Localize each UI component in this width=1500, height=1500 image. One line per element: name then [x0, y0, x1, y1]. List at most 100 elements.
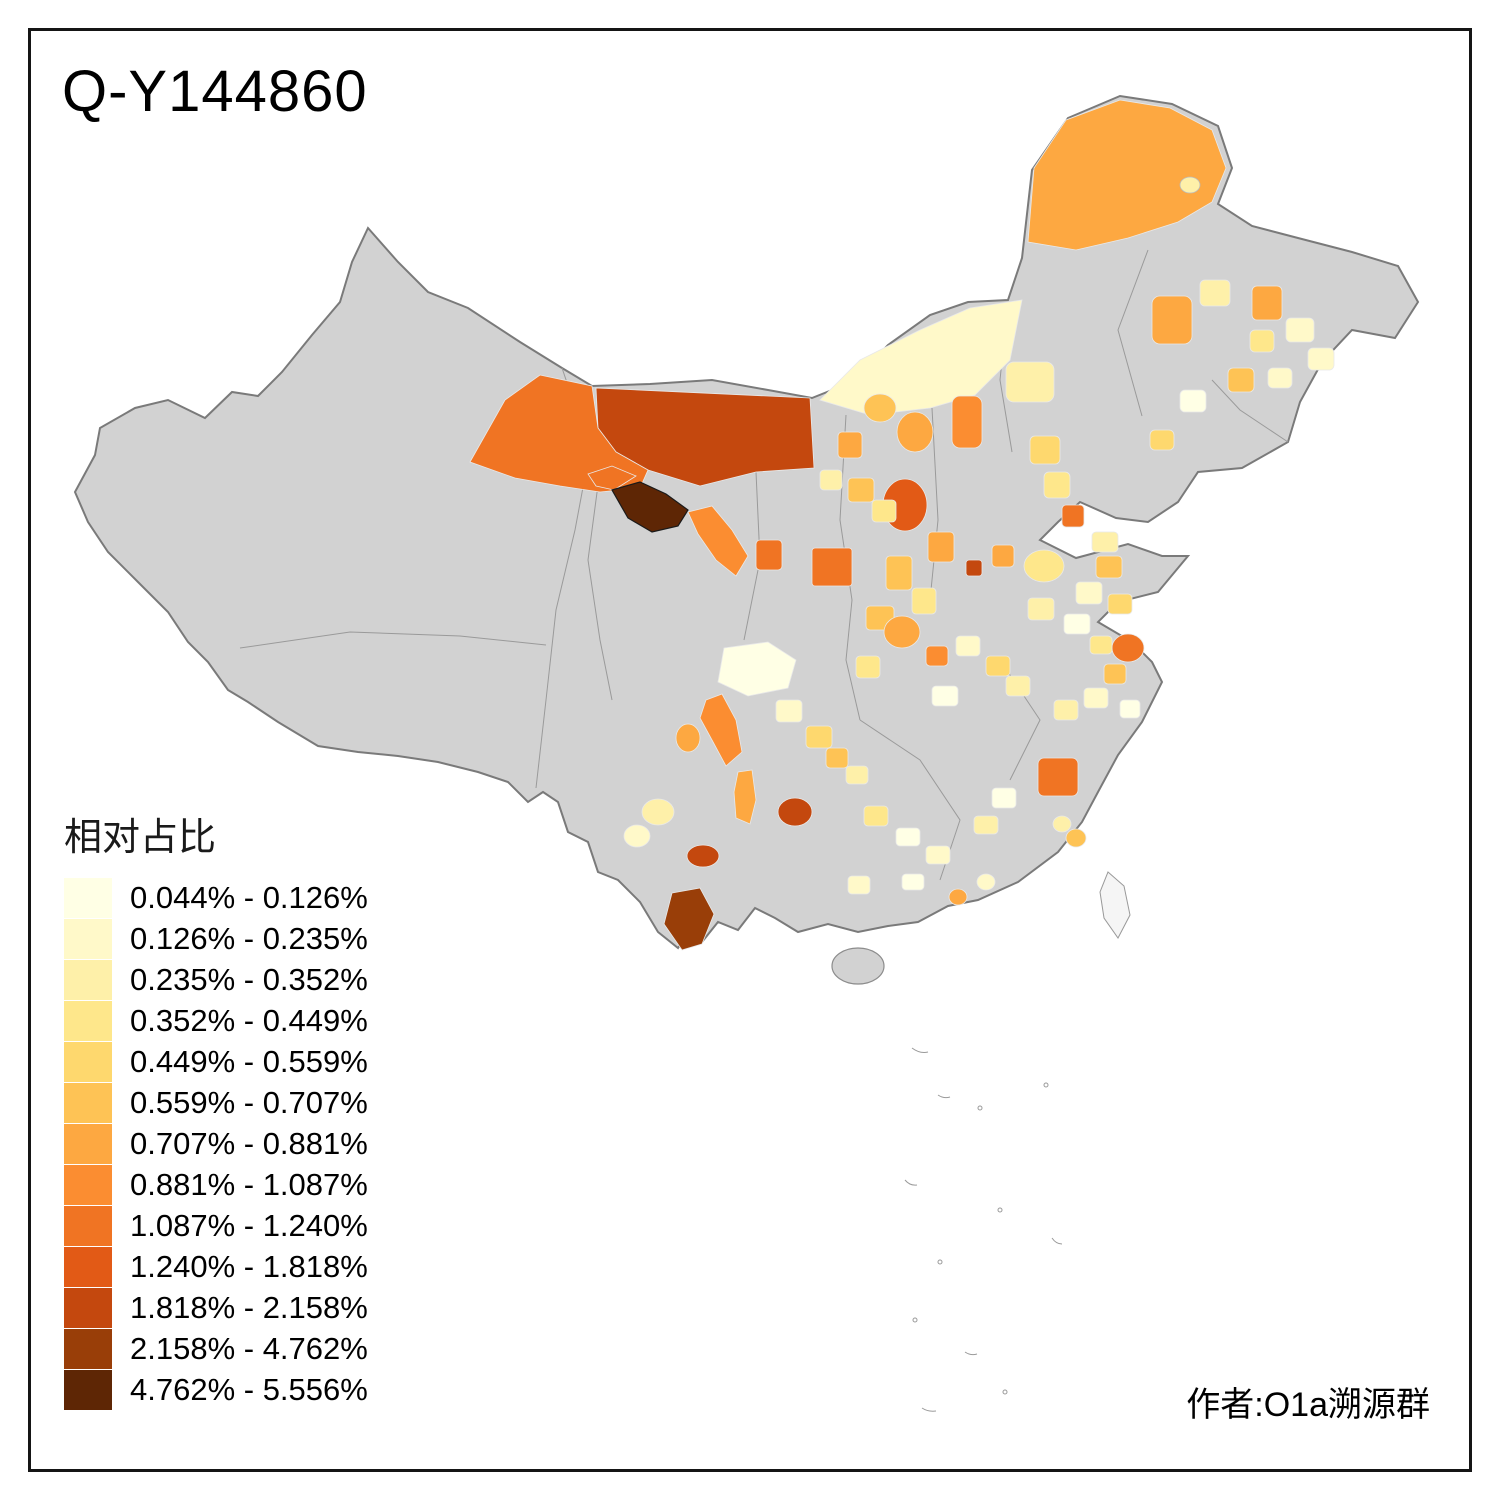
map-region: [1285, 317, 1315, 343]
map-region: [675, 723, 701, 753]
legend: 相对占比 0.044% - 0.126% 0.126% - 0.235% 0.2…: [64, 806, 424, 1410]
legend-item: 0.044% - 0.126%: [64, 877, 424, 918]
map-region: [896, 411, 934, 453]
map-region: [895, 827, 921, 847]
legend-item: 0.881% - 1.087%: [64, 1164, 424, 1205]
map-region: [845, 765, 869, 785]
map-region: [1091, 531, 1119, 553]
map-region: [1151, 295, 1193, 345]
map-region: [855, 655, 881, 679]
map-region: [1107, 593, 1133, 615]
map-region: [1037, 757, 1079, 797]
map-region: [1043, 471, 1071, 499]
map-region: [863, 393, 897, 423]
legend-swatch: [64, 1205, 112, 1246]
map-region: [991, 787, 1017, 809]
map-region: [901, 873, 925, 891]
map-region: [805, 725, 833, 749]
map-region: [469, 374, 649, 493]
legend-label: 1.240% - 1.818%: [130, 1248, 368, 1284]
legend-item: 1.818% - 2.158%: [64, 1287, 424, 1328]
map-region: [686, 844, 720, 868]
map-region: [1119, 699, 1141, 719]
map-region: [1027, 99, 1227, 251]
map-region: [699, 693, 743, 767]
legend-swatch: [64, 1000, 112, 1041]
hainan-island: [831, 947, 885, 985]
map-region: [925, 845, 951, 865]
map-region: [1307, 347, 1335, 371]
map-region: [885, 555, 913, 591]
map-region: [837, 431, 863, 459]
map-region: [847, 477, 875, 503]
map-region: [1227, 367, 1255, 393]
legend-label: 0.881% - 1.087%: [130, 1166, 368, 1202]
map-region: [811, 547, 853, 587]
map-region: [1061, 504, 1085, 528]
map-region: [733, 769, 757, 825]
legend-label: 0.449% - 0.559%: [130, 1043, 368, 1079]
legend-item: 0.235% - 0.352%: [64, 959, 424, 1000]
map-region: [871, 499, 897, 523]
map-region: [687, 505, 749, 577]
legend-item: 4.762% - 5.556%: [64, 1369, 424, 1410]
legend-item: 2.158% - 4.762%: [64, 1328, 424, 1369]
legend-label: 0.352% - 0.449%: [130, 1002, 368, 1038]
map-region: [623, 824, 651, 848]
map-region: [1029, 435, 1061, 465]
map-region: [663, 887, 715, 951]
map-region: [1075, 581, 1103, 605]
legend-label: 0.126% - 0.235%: [130, 920, 368, 956]
legend-label: 2.158% - 4.762%: [130, 1330, 368, 1366]
map-region: [965, 559, 983, 577]
legend-item: 1.087% - 1.240%: [64, 1205, 424, 1246]
legend-swatch: [64, 1328, 112, 1369]
map-region: [973, 815, 999, 835]
map-region: [1103, 663, 1127, 685]
map-region: [1023, 549, 1065, 583]
map-region: [927, 531, 955, 563]
legend-label: 1.087% - 1.240%: [130, 1207, 368, 1243]
map-region: [641, 798, 675, 826]
legend-swatch: [64, 877, 112, 918]
legend-swatch: [64, 1082, 112, 1123]
map-region: [1053, 699, 1079, 721]
map-region: [611, 481, 689, 533]
map-region: [1111, 633, 1145, 663]
map-region: [825, 747, 849, 769]
map-region: [587, 465, 637, 491]
map-region: [951, 395, 983, 449]
map-region: [1249, 329, 1275, 353]
map-region: [777, 797, 813, 827]
page-title: Q-Y144860: [62, 59, 368, 124]
legend-item: 1.240% - 1.818%: [64, 1246, 424, 1287]
map-region: [955, 635, 981, 657]
map-region: [1251, 285, 1283, 321]
map-region: [1005, 675, 1031, 697]
legend-label: 0.707% - 0.881%: [130, 1125, 368, 1161]
map-region: [1027, 597, 1055, 621]
legend-swatch: [64, 918, 112, 959]
map-region: [847, 875, 871, 895]
legend-swatch: [64, 1369, 112, 1410]
map-region: [925, 645, 949, 667]
map-region: [717, 641, 797, 697]
map-region: [1065, 828, 1087, 848]
legend-label: 0.044% - 0.126%: [130, 879, 368, 915]
taiwan-island: [1099, 871, 1131, 939]
map-region: [1089, 635, 1113, 655]
map-region: [1179, 176, 1201, 194]
map-regions: [469, 99, 1335, 951]
map-region: [863, 805, 889, 827]
map-region: [991, 544, 1015, 568]
map-region: [1149, 429, 1175, 451]
map-region: [1052, 815, 1072, 833]
legend-item: 0.707% - 0.881%: [64, 1123, 424, 1164]
map-region: [948, 888, 968, 906]
map-region: [911, 587, 937, 615]
map-region: [819, 469, 843, 491]
sea-islets: [904, 1047, 1063, 1412]
author-credit: 作者:O1a溯源群: [1186, 1386, 1430, 1424]
